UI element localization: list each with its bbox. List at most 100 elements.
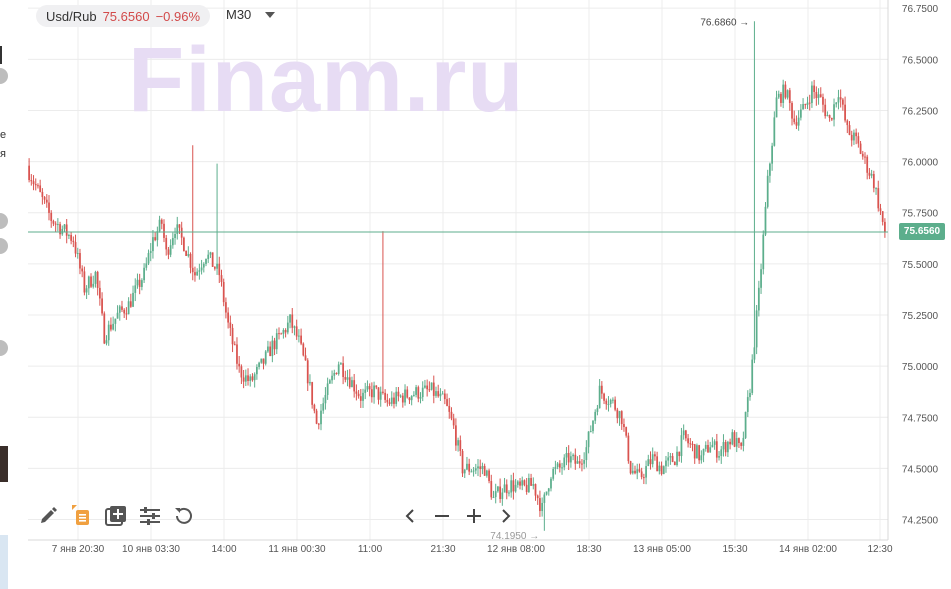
chevron-right-icon[interactable]	[496, 505, 516, 527]
candle-body	[629, 461, 632, 474]
time-tick-label: 11 янв 00:30	[268, 544, 326, 555]
settings-sliders-icon[interactable]	[138, 504, 162, 528]
candle-body	[693, 444, 696, 459]
candle-body	[437, 391, 440, 397]
candle-body	[355, 391, 358, 394]
candle-body	[830, 117, 833, 120]
candle-body	[499, 486, 502, 499]
candle-body	[815, 91, 818, 99]
candle-body	[59, 224, 61, 235]
candle-body	[479, 466, 482, 470]
candle-body	[819, 94, 822, 97]
candle-body	[578, 461, 581, 464]
time-tick-label: 21:30	[430, 544, 455, 555]
candle-body	[41, 191, 44, 198]
candle-body	[875, 188, 877, 190]
symbol-label: Usd/Rub	[46, 8, 97, 24]
candle-body	[87, 276, 90, 289]
candle-body	[600, 385, 603, 394]
candle-body	[114, 318, 117, 324]
candle-body	[377, 387, 380, 400]
candle-body	[189, 253, 192, 268]
candle-body	[149, 251, 152, 254]
left-edge-photo	[0, 446, 8, 482]
add-indicator-icon[interactable]	[104, 504, 128, 528]
candle-body	[676, 451, 678, 466]
candle-body	[101, 298, 103, 314]
candle-body	[200, 267, 203, 271]
zoom-out-icon[interactable]	[432, 505, 452, 527]
candle-body	[353, 380, 356, 392]
candle-body	[470, 471, 473, 473]
candle-body	[804, 104, 807, 106]
candle-body	[333, 372, 336, 376]
candle-body	[65, 224, 68, 236]
candle-body	[50, 212, 53, 221]
chart-grid	[28, 7, 888, 521]
candle-body	[386, 399, 389, 403]
candle-body	[793, 118, 796, 123]
candle-body	[581, 463, 583, 465]
candle-body	[547, 488, 550, 492]
candle-body	[797, 117, 800, 126]
candle-body	[866, 156, 869, 173]
candle-body	[468, 463, 471, 472]
candle-body	[152, 237, 154, 252]
price-tick-label: 75.0000	[902, 362, 939, 373]
timeframe-dropdown[interactable]: M30	[226, 7, 276, 22]
candle-body	[167, 249, 170, 255]
candle-body	[216, 263, 218, 269]
candle-body	[720, 449, 723, 457]
candle-body	[218, 263, 221, 276]
candle-body	[760, 269, 762, 288]
candle-body	[594, 411, 597, 421]
candle-body	[45, 199, 48, 203]
candle-body	[317, 423, 320, 425]
chevron-left-icon[interactable]	[400, 505, 420, 527]
candle-body	[251, 376, 254, 381]
candle-body	[156, 231, 159, 241]
candle-body	[236, 344, 238, 364]
candle-body	[466, 463, 468, 470]
candle-body	[293, 326, 296, 328]
candle-body	[267, 346, 269, 352]
candle-body	[543, 494, 546, 503]
candle-body	[494, 491, 497, 498]
instrument-header[interactable]: Usd/Rub 75.6560 −0.96%	[36, 5, 211, 27]
candle-body	[123, 309, 126, 314]
candle-body	[395, 391, 398, 404]
candle-body	[673, 461, 676, 466]
candle-body	[463, 469, 466, 474]
time-axis-labels: 7 янв 20:30 10 янв 03:30 14:00 11 янв 00:30…	[52, 544, 893, 555]
candle-body	[421, 387, 424, 398]
candle-body	[645, 466, 647, 478]
layers-icon[interactable]	[70, 504, 94, 528]
candle-body	[640, 471, 643, 478]
candle-body	[516, 481, 519, 485]
candle-body	[850, 134, 853, 141]
candle-body	[399, 395, 402, 397]
candle-body	[227, 312, 230, 323]
time-tick-label: 12:30	[867, 544, 892, 555]
candle-body	[428, 389, 431, 391]
candle-body	[134, 285, 137, 293]
left-edge-avatar	[0, 68, 8, 84]
pencil-icon[interactable]	[36, 504, 60, 528]
zoom-in-icon[interactable]	[464, 505, 484, 527]
candle-body	[702, 448, 705, 456]
candle-body	[112, 323, 115, 330]
candle-body	[147, 253, 150, 264]
candle-body	[839, 97, 842, 100]
candle-body	[884, 221, 886, 232]
candle-body	[474, 468, 477, 471]
time-tick-label: 13 янв 05:00	[633, 544, 691, 555]
candle-body	[233, 344, 236, 346]
candle-body	[198, 270, 201, 272]
candle-body	[370, 389, 373, 398]
candle-body	[242, 377, 245, 382]
candle-body	[483, 465, 486, 476]
reset-icon[interactable]	[172, 504, 196, 528]
candle-body	[415, 387, 417, 395]
candle-body	[163, 223, 165, 238]
